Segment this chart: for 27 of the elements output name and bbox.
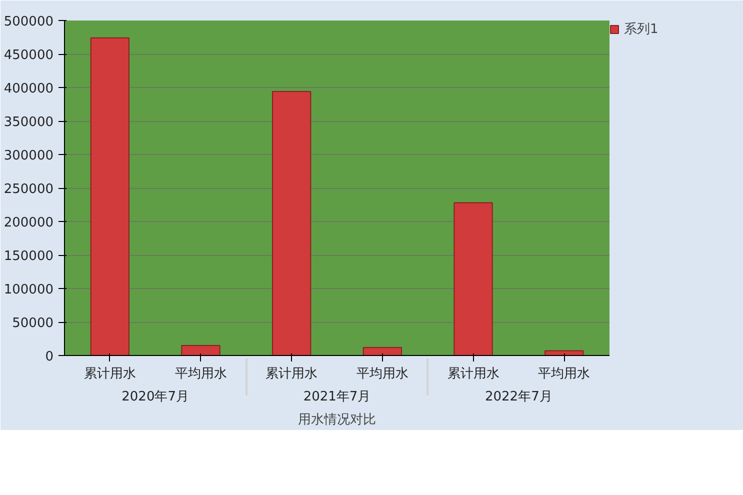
y-tick-label: 350000: [4, 115, 54, 130]
y-tick-label: 200000: [4, 216, 54, 230]
y-tick-label: 500000: [4, 14, 54, 30]
bar: [90, 37, 130, 356]
x-tick-label: 累计用水: [84, 366, 136, 382]
text: 2022年7月: [484, 390, 552, 404]
text: 2020年7月: [122, 390, 190, 404]
text: 2021年7月: [303, 390, 371, 404]
y-tick-label: 150000: [4, 249, 54, 264]
x-tick-label: 平均用水: [538, 366, 590, 382]
y-tick-label: 250000: [4, 182, 54, 197]
y-tick-label: 100000: [4, 282, 54, 298]
y-tick-label: 450000: [4, 48, 54, 63]
legend-label: 系列1: [624, 21, 658, 38]
x-tick-label: 平均用水: [356, 366, 408, 382]
x-tick-label: 累计用水: [447, 366, 500, 382]
y-tick-label: 0: [45, 350, 54, 364]
y-tick-label: 50000: [12, 316, 54, 331]
x-tick-label: 累计用水: [266, 366, 318, 382]
y-tick-label: 400000: [4, 82, 54, 96]
bar: [181, 344, 220, 356]
bar: [454, 202, 493, 356]
x-tick-label: 平均用水: [174, 366, 227, 382]
bar: [362, 346, 402, 356]
bar: [272, 91, 312, 356]
y-tick-label: 300000: [4, 148, 54, 164]
x-axis-title: 用水情况对比: [298, 412, 376, 428]
